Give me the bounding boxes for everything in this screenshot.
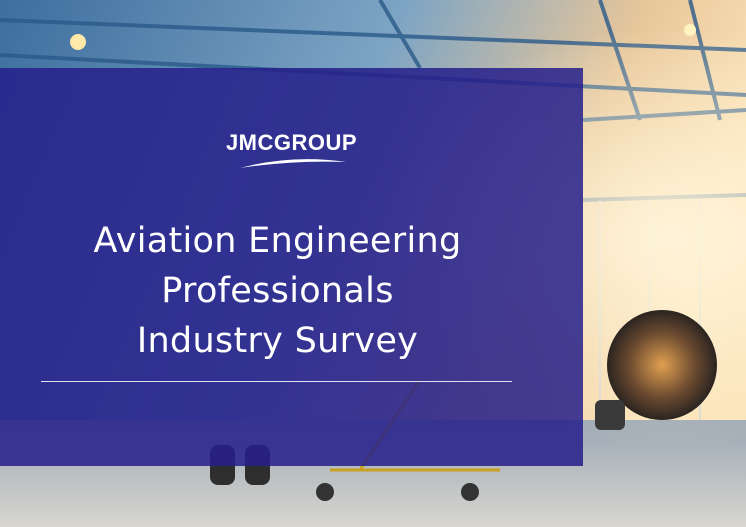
title: Aviation Engineering Professionals Indus… — [0, 216, 555, 366]
engine — [607, 310, 717, 420]
lamp — [684, 24, 696, 36]
logo-swoosh — [240, 159, 346, 168]
lamp — [70, 34, 86, 50]
wheel — [595, 400, 625, 430]
title-line: Industry Survey — [136, 321, 419, 361]
wheel — [316, 483, 334, 501]
divider — [41, 381, 512, 382]
title-line: Professionals — [161, 271, 394, 311]
title-line: Aviation Engineering — [93, 221, 462, 261]
swoosh — [240, 159, 346, 168]
wheel — [461, 483, 479, 501]
logo: JMCGROUP — [225, 130, 358, 155]
title-panel: JMCGROUP Aviation Engineering Profession… — [0, 68, 583, 466]
